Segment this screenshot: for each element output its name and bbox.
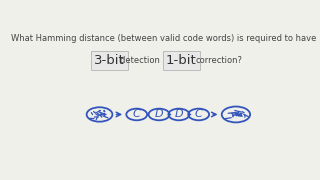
Text: detection and: detection and <box>120 56 178 65</box>
Text: 3-bit: 3-bit <box>94 54 125 67</box>
Text: 1-bit: 1-bit <box>166 54 197 67</box>
Text: correction?: correction? <box>195 56 242 65</box>
Text: C: C <box>133 109 140 120</box>
Text: What Hamming distance (between valid code words) is required to have: What Hamming distance (between valid cod… <box>11 34 317 43</box>
Text: D: D <box>155 109 163 120</box>
Text: C: C <box>195 109 203 120</box>
Text: D: D <box>175 109 183 120</box>
